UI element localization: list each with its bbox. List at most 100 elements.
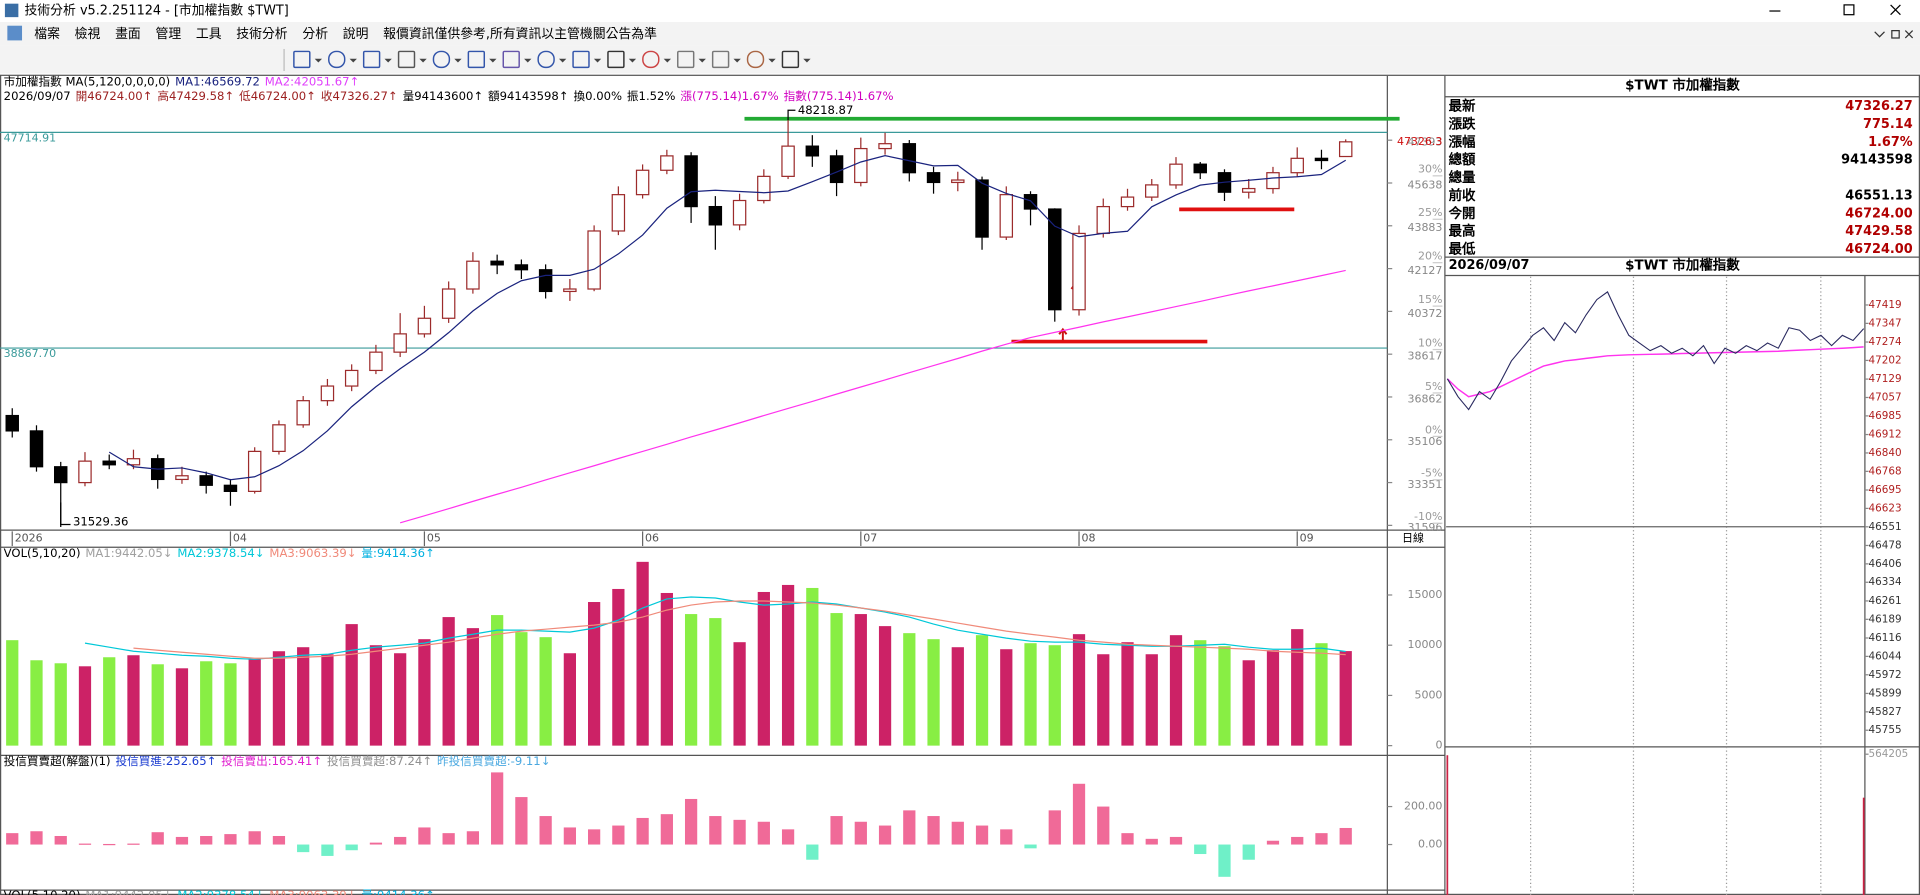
toolbar-button[interactable]	[746, 50, 765, 69]
candle-body	[854, 147, 868, 184]
y-tick-label: 5000	[1414, 688, 1442, 701]
candle-body	[1266, 172, 1280, 190]
x-tick-label: 05	[427, 532, 441, 545]
volume-bar	[709, 618, 722, 746]
candle-body	[538, 269, 553, 293]
candle-body	[1169, 163, 1183, 186]
volume-bar	[757, 591, 770, 746]
candle-body	[514, 264, 529, 271]
y-tick-label: 564205	[1869, 748, 1909, 760]
toolbar-button[interactable]	[537, 50, 555, 69]
legend-item: MA3:9063.39↓	[269, 888, 356, 895]
legend-item: MA1:9442.05↓	[85, 888, 172, 895]
dropdown-arrow	[628, 58, 637, 63]
candle-body	[1338, 141, 1353, 158]
y-tick-label: 15000	[1407, 588, 1442, 601]
volume-bar	[1291, 629, 1304, 746]
quote-label: 最新	[1449, 98, 1476, 115]
volume-bar	[806, 587, 819, 746]
toolbar-button[interactable]	[642, 50, 660, 69]
toolbar-button[interactable]	[677, 50, 695, 69]
y-tick-label: 46261	[1869, 595, 1902, 607]
plots: 市加權指數 MA(5,120,0,0,0,0) MA1:46569.72 MA2:4…	[0, 75, 1913, 895]
volume-bar	[151, 664, 164, 746]
trust-bar	[224, 834, 237, 845]
candle-body	[175, 475, 189, 481]
candle-body	[563, 288, 577, 293]
intraday-title: $TWT 市加權指數	[1625, 257, 1740, 274]
volume-bar	[1048, 645, 1061, 746]
toolbar-button[interactable]	[572, 50, 590, 69]
trust-bar	[612, 825, 625, 845]
menu-item[interactable]: 檔案	[34, 27, 60, 42]
quote-label: 漲幅	[1449, 133, 1476, 150]
volume-bar	[1194, 640, 1207, 746]
candle-body	[975, 179, 989, 238]
menu-item[interactable]: 檢視	[75, 26, 101, 42]
close-button[interactable]	[1890, 4, 1901, 16]
volume-bar	[224, 663, 237, 746]
quote-title: $TWT 市加權指數	[1625, 77, 1740, 94]
volume-ma	[84, 596, 1346, 660]
menu-item[interactable]: 說明	[343, 27, 369, 42]
toolbar-button[interactable]	[607, 50, 625, 69]
y-tick-label: 45827	[1869, 706, 1902, 718]
trust-bar	[491, 772, 504, 845]
candle-body	[902, 143, 917, 174]
trust-bar	[660, 814, 673, 845]
toolbar-button[interactable]	[467, 50, 486, 69]
dropdown-arrow	[454, 58, 462, 63]
trust-bar	[1291, 836, 1304, 845]
candle-body	[805, 145, 820, 157]
y-tick-label: 43883	[1407, 221, 1442, 234]
quote-value: 47326.27	[1845, 99, 1912, 114]
toolbar-button[interactable]	[293, 50, 311, 69]
menu-item[interactable]: 管理	[155, 26, 181, 42]
menu-item[interactable]: 分析	[302, 27, 328, 42]
y-tick-label: 10000	[1407, 638, 1442, 651]
doc-icon	[7, 25, 23, 41]
quote-value: 46724.00	[1845, 206, 1913, 221]
mdi-controls[interactable]	[1874, 29, 1914, 39]
y-tick-label: 46768	[1869, 465, 1902, 477]
candle-body	[1145, 184, 1159, 198]
trust-bar	[830, 816, 843, 845]
toolbar-button[interactable]	[362, 50, 381, 69]
candle-body	[1193, 163, 1207, 174]
quote-label: 最高	[1449, 223, 1476, 240]
toolbar-button[interactable]	[328, 50, 346, 69]
trust-bar	[806, 844, 819, 860]
dropdown-arrow	[768, 58, 776, 63]
chart-frame	[0, 74, 1920, 895]
toolbar-button[interactable]	[711, 50, 730, 69]
title-bar	[0, 0, 1920, 23]
trust-bar	[684, 798, 698, 845]
candle-body	[611, 194, 626, 232]
trust-bar	[1024, 844, 1037, 849]
trust-bar	[1194, 844, 1207, 855]
volume-bar	[1315, 643, 1328, 746]
menu-item[interactable]: 工具	[196, 27, 222, 42]
quote-value: 775.14	[1863, 117, 1913, 132]
y-tick-label: 35106	[1407, 435, 1442, 448]
toolbar-button[interactable]	[432, 50, 451, 69]
quote-label: 總量	[1449, 169, 1476, 186]
dropdown-arrow	[349, 58, 357, 63]
toolbar-button[interactable]	[502, 50, 520, 69]
volume-bar	[30, 660, 43, 746]
volume-bar	[345, 624, 358, 746]
toolbar-button[interactable]	[781, 50, 800, 69]
low-label: 31529.36	[73, 515, 128, 529]
toolbar-button[interactable]	[397, 50, 416, 69]
menu-item[interactable]: 報價資訊僅供參考,所有資訊以主管機關公告為準	[383, 26, 657, 42]
candle-body	[732, 199, 747, 226]
menu-item[interactable]: 畫面	[115, 27, 141, 42]
y-tick-label: 47202	[1869, 354, 1902, 366]
trust-bar	[975, 825, 989, 845]
y-tick-label: 47274	[1869, 336, 1902, 348]
candle-body	[247, 450, 262, 492]
menu-item[interactable]: 技術分析	[236, 27, 288, 42]
maximize-button[interactable]	[1843, 4, 1855, 16]
